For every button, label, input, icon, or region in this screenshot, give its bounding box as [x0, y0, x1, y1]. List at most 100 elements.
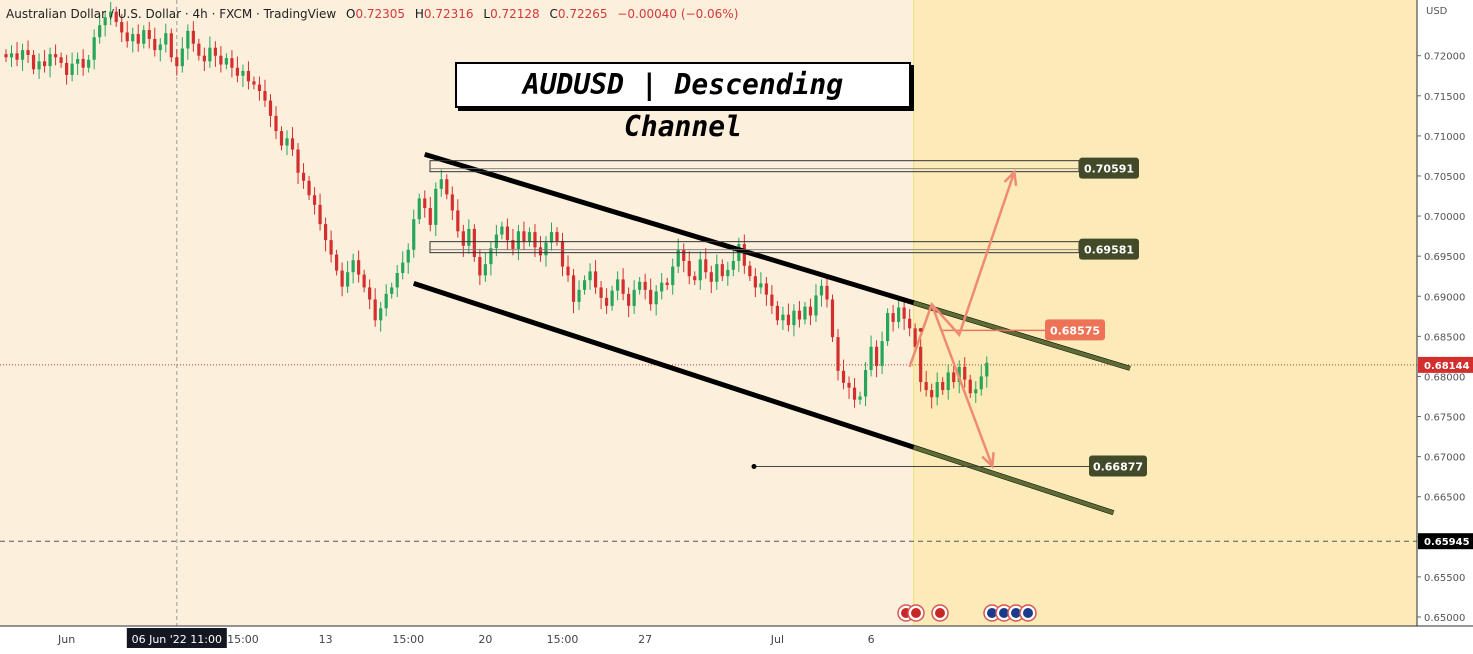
candle-body: [257, 84, 262, 91]
bearish-projection-arrow: [930, 303, 994, 467]
candle-body: [522, 231, 526, 242]
candle-body: [748, 265, 752, 277]
candle-body: [671, 266, 675, 286]
candle-body: [109, 11, 113, 18]
event-flag-core: [1011, 608, 1021, 618]
price-axis-marker-label: 0.65945: [1424, 537, 1470, 548]
candle-body: [847, 382, 851, 388]
candle-body: [571, 275, 576, 302]
candle-body: [98, 25, 102, 38]
candle-body: [456, 210, 460, 232]
candle-body: [208, 47, 212, 62]
candle-body: [406, 249, 410, 263]
candle-body: [142, 30, 146, 44]
candle-body: [329, 240, 333, 255]
candle-body: [649, 289, 653, 305]
candle-body: [164, 33, 168, 45]
candle-body: [643, 281, 647, 290]
candle-body: [638, 281, 642, 290]
candle-body: [941, 382, 945, 391]
candle-body: [412, 219, 416, 250]
candle-body: [516, 231, 521, 249]
event-flag-icon: [1007, 604, 1025, 622]
candle-body: [373, 299, 377, 321]
candle-body: [897, 307, 901, 322]
price-tick-label: 0.70000: [1424, 212, 1465, 223]
projection-background: [913, 0, 1417, 626]
candle-body: [627, 293, 631, 306]
level-tag: [1079, 157, 1139, 179]
open-value: 0.72305: [355, 7, 406, 21]
candle-body: [274, 115, 278, 132]
candle-body: [753, 276, 757, 288]
time-tick-label: Jul: [770, 633, 784, 646]
candle-body: [65, 62, 69, 75]
candle-body: [632, 289, 636, 306]
candle-body: [307, 180, 311, 196]
candle-body: [593, 271, 598, 288]
candle-body: [566, 266, 570, 276]
candle-body: [379, 308, 383, 321]
candle-body: [224, 58, 228, 65]
candle-body: [726, 269, 730, 277]
candle-body: [323, 224, 328, 241]
candle-body: [930, 390, 934, 398]
time-tick-label: 15:00: [392, 633, 424, 646]
candle-body: [764, 283, 768, 295]
price-tick-label: 0.69500: [1424, 252, 1465, 263]
symbol-legend: Australian Dollar / U.S. Dollar · 4h · F…: [6, 7, 738, 21]
candle-body: [704, 259, 708, 273]
candle-body: [158, 44, 162, 51]
time-tick-label: 27: [638, 633, 652, 646]
candle-body: [318, 204, 322, 225]
candle-body: [20, 50, 25, 60]
candle-body: [131, 34, 135, 42]
candle-body: [428, 208, 432, 225]
candle-body: [604, 297, 609, 306]
candle-body: [709, 272, 713, 282]
candle-body: [759, 283, 763, 288]
candle-body: [863, 370, 868, 397]
close-label: C: [549, 7, 558, 21]
crosshair-date-badge: [126, 628, 227, 648]
level-tag: [1079, 238, 1139, 260]
candle-body: [963, 366, 967, 380]
candle-body: [296, 149, 300, 173]
candle-body: [527, 232, 532, 242]
candle-body: [946, 372, 950, 391]
candle-body: [869, 346, 873, 371]
candle-body: [935, 382, 939, 398]
price-tick-label: 0.68000: [1424, 372, 1465, 383]
candle-body: [136, 34, 140, 44]
candle-body: [169, 33, 173, 58]
symbol-name[interactable]: Australian Dollar / U.S. Dollar · 4h · F…: [6, 7, 337, 21]
candle-body: [290, 138, 295, 150]
candle-body: [390, 287, 394, 294]
candle-body: [687, 260, 691, 277]
target-tag: [1045, 319, 1105, 341]
support-anchor: [751, 463, 757, 469]
time-tick-label: 13: [319, 633, 333, 646]
candle-body: [180, 48, 184, 67]
candle-body: [368, 287, 372, 300]
candle-body: [621, 279, 625, 294]
close-value: 0.72265: [557, 7, 608, 21]
candle-body: [731, 260, 735, 270]
candle-body: [682, 249, 686, 261]
candle-body: [819, 285, 824, 296]
price-tick-label: 0.68500: [1424, 332, 1465, 343]
candle-body: [120, 22, 124, 33]
candle-body: [335, 254, 339, 271]
chart-title[interactable]: AUDUSD | Descending Channel: [455, 62, 911, 143]
price-tick-label: 0.71000: [1424, 132, 1465, 143]
candle-body: [191, 30, 195, 44]
price-tick-label: 0.72000: [1424, 52, 1465, 63]
candle-body: [125, 32, 129, 42]
candle-body: [742, 244, 746, 266]
candle-body: [968, 379, 972, 394]
candle-body: [924, 382, 928, 391]
candle-body: [555, 232, 559, 241]
price-tick-label: 0.65500: [1424, 573, 1465, 584]
candle-body: [70, 63, 74, 75]
high-label: H: [414, 7, 424, 21]
